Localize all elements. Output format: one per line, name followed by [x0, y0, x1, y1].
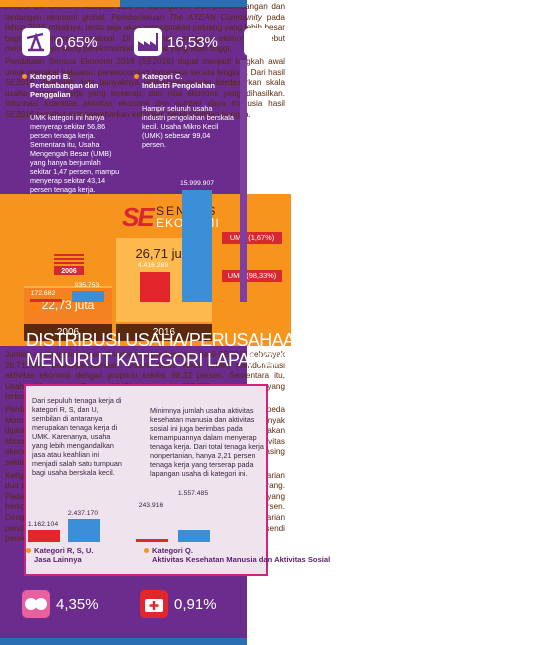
- category-code: Kategori Q.: [152, 546, 193, 555]
- chart-block: SE SENSUS EKONOMI 2006 22,73 juta 2006 2…: [0, 194, 291, 346]
- category-name: Pertambangan dan Penggalian: [30, 81, 99, 99]
- category-code: Kategori C.: [142, 72, 183, 81]
- percent: 16,53%: [167, 34, 218, 51]
- italic-text: Pemberlakuan The ASEAN Community: [111, 12, 262, 22]
- bar-year: 2016: [116, 324, 212, 341]
- bar-year: 2006: [24, 324, 112, 341]
- bar-label: 1.557.485: [177, 490, 209, 497]
- bar-label: 1.162.104: [27, 521, 59, 528]
- description: UMK kategori ini hanya menyerap sekitar …: [30, 113, 120, 194]
- title-line: MENURUT KATEGORI LAPANGAN: [26, 350, 300, 370]
- category: Kategori Q. Aktivitas Kesehatan Manusia d…: [144, 546, 331, 564]
- bar: [72, 291, 104, 302]
- bar-label: 15.999.907: [179, 180, 215, 187]
- icon-art: [26, 32, 44, 52]
- icon: [22, 590, 50, 618]
- category-name: Jasa Lainnya: [34, 555, 82, 564]
- bar: [178, 530, 210, 542]
- description: Dari sepuluh tenaga kerja di kategori R,…: [32, 396, 122, 477]
- icon-art: [25, 598, 47, 610]
- category-name: Industri Pengolahan: [142, 81, 215, 90]
- icon: [244, 28, 272, 56]
- tag: UMK (98,33%): [222, 270, 282, 282]
- icon: [134, 28, 162, 56]
- bar-label: 935.753: [74, 282, 100, 289]
- stripe: [0, 0, 120, 7]
- description: Hampir seluruh usaha industri pengolahan…: [142, 104, 234, 149]
- category-code: Kategori B.: [30, 72, 71, 81]
- stripe: [120, 0, 247, 7]
- intro-paragraph: Pendataan Sensus Ekonomi 2016 (SE2016) d…: [5, 56, 285, 119]
- icon: [22, 28, 50, 56]
- bar: [136, 539, 168, 542]
- category-code: Kategori R, S, U.: [34, 546, 94, 555]
- category: Kategori B. Pertambangan dan Penggalian: [22, 72, 130, 99]
- percent: 4,35%: [56, 596, 99, 613]
- lower-box: Dari sepuluh tenaga kerja di kategori R,…: [24, 384, 331, 576]
- card-edge: [240, 60, 247, 302]
- tag: UMB (1,67%): [222, 232, 282, 244]
- bar: [28, 530, 60, 542]
- bar-label: 4.416.289: [137, 262, 169, 269]
- stripe: [0, 638, 247, 645]
- bar: [30, 299, 62, 302]
- bar: [182, 190, 212, 302]
- small-logo-text: 2006: [54, 268, 84, 275]
- percent: 0,65%: [55, 34, 98, 51]
- percent: 0,91%: [174, 596, 217, 613]
- small-logo: 2006: [54, 254, 84, 275]
- bar: [68, 519, 100, 542]
- icon: [140, 590, 168, 618]
- icon-art: [138, 33, 158, 51]
- bar-label: 2.437.170: [67, 510, 99, 517]
- description: Minimnya jumlah usaha aktivitas kesehata…: [150, 406, 264, 478]
- bar: [140, 272, 170, 302]
- icon-art: [145, 599, 163, 612]
- bar-label: 26,71 juta: [135, 246, 193, 261]
- category-name: Aktivitas Kesehatan Manusia dan Aktivita…: [152, 555, 331, 564]
- category: Kategori C. Industri Pengolahan: [134, 72, 242, 90]
- title-line: DISTRIBUSI USAHA/PERUSAHAAN: [26, 330, 307, 350]
- bar-label: 243.916: [138, 502, 164, 509]
- logo-mark: SE: [122, 202, 155, 232]
- category: Kategori R, S, U. Jasa Lainnya: [26, 546, 134, 564]
- bar-label: 172.682: [30, 290, 56, 297]
- title: DISTRIBUSI USAHA/PERUSAHAAN MENURUT KATE…: [26, 330, 307, 370]
